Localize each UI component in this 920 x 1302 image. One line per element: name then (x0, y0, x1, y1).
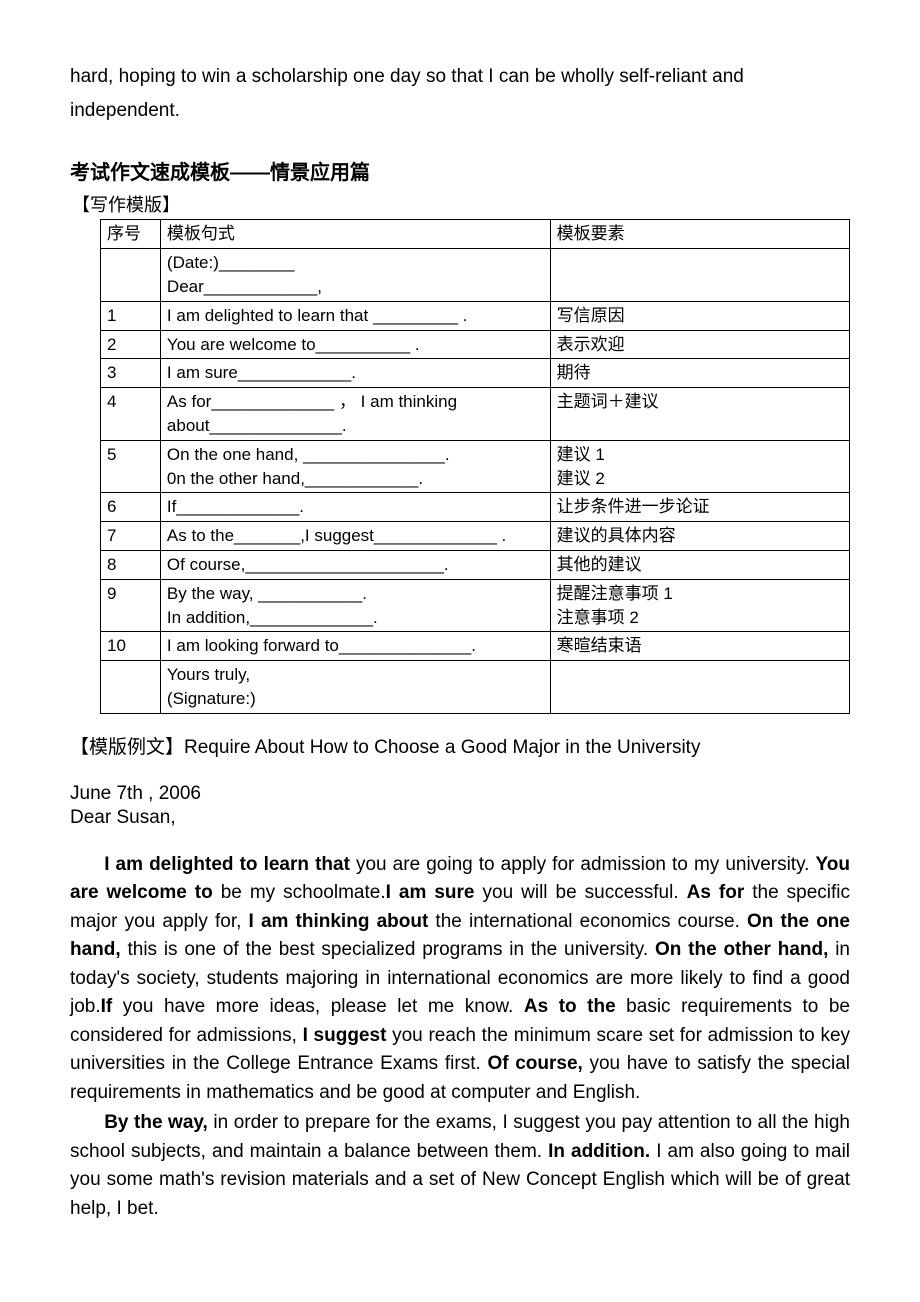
writing-template-label: 【写作模版】 (70, 191, 850, 217)
cell-elem (550, 249, 849, 302)
cell-num: 6 (101, 493, 161, 522)
header-pattern: 模板句式 (160, 220, 550, 249)
cell-elem: 让步条件进一步论证 (550, 493, 849, 522)
header-elem: 模板要素 (550, 220, 849, 249)
cell-elem: 其他的建议 (550, 550, 849, 579)
text-segment: On the other hand, (655, 939, 828, 960)
table-row: 6If_____________.让步条件进一步论证 (101, 493, 850, 522)
cell-elem: 写信原因 (550, 301, 849, 330)
cell-pattern: You are welcome to__________ . (160, 330, 550, 359)
cell-num: 7 (101, 522, 161, 551)
table-row: Yours truly,(Signature:) (101, 661, 850, 714)
table-row: 8Of course,_____________________.其他的建议 (101, 550, 850, 579)
cell-num: 8 (101, 550, 161, 579)
text-segment: you will be successful. (475, 882, 687, 903)
cell-num (101, 249, 161, 302)
cell-pattern: Of course,_____________________. (160, 550, 550, 579)
text-segment: By the way, (104, 1112, 208, 1133)
cell-elem: 主题词＋建议 (550, 388, 849, 441)
cell-elem: 建议的具体内容 (550, 522, 849, 551)
cell-pattern: I am sure____________. (160, 359, 550, 388)
cell-elem: 建议 1建议 2 (550, 440, 849, 493)
table-row: 10I am looking forward to______________.… (101, 632, 850, 661)
text-segment: you are going to apply for admission to … (350, 854, 816, 875)
text-segment: the international economics course. (428, 911, 747, 932)
cell-pattern: I am looking forward to______________. (160, 632, 550, 661)
cell-pattern: As for_____________ ， I am thinking abou… (160, 388, 550, 441)
table-row: 1I am delighted to learn that _________ … (101, 301, 850, 330)
table-row: (Date:)________Dear____________, (101, 249, 850, 302)
table-row: 2You are welcome to__________ .表示欢迎 (101, 330, 850, 359)
cell-pattern: As to the_______,I suggest_____________ … (160, 522, 550, 551)
cell-num: 10 (101, 632, 161, 661)
cell-pattern: I am delighted to learn that _________ . (160, 301, 550, 330)
text-segment: I suggest (303, 1025, 387, 1046)
table-row: 5On the one hand, _______________.0n the… (101, 440, 850, 493)
cell-pattern: By the way, ___________.In addition,____… (160, 579, 550, 632)
text-segment: be my schoolmate. (213, 882, 386, 903)
letter-salutation: Dear Susan, (70, 807, 850, 829)
text-segment: Of course, (487, 1053, 582, 1074)
cell-elem: 表示欢迎 (550, 330, 849, 359)
table-row: 3I am sure____________.期待 (101, 359, 850, 388)
cell-elem (550, 661, 849, 714)
header-num: 序号 (101, 220, 161, 249)
text-segment: If (101, 996, 113, 1017)
letter-date: June 7th , 2006 (70, 783, 850, 805)
table-row: 7As to the_______,I suggest_____________… (101, 522, 850, 551)
cell-pattern: (Date:)________Dear____________, (160, 249, 550, 302)
text-segment: this is one of the best specialized prog… (121, 939, 655, 960)
letter-paragraph-1: I am delighted to learn that you are goi… (70, 851, 850, 1108)
cell-num: 5 (101, 440, 161, 493)
text-segment: I am delighted to learn that (104, 854, 350, 875)
cell-elem: 提醒注意事项 1注意事项 2 (550, 579, 849, 632)
text-segment: As to the (524, 996, 616, 1017)
cell-num: 1 (101, 301, 161, 330)
table-header-row: 序号 模板句式 模板要素 (101, 220, 850, 249)
cell-num: 3 (101, 359, 161, 388)
text-segment: I am sure (386, 882, 475, 903)
cell-num (101, 661, 161, 714)
cell-pattern: If_____________. (160, 493, 550, 522)
cell-num: 9 (101, 579, 161, 632)
text-segment: I am thinking about (249, 911, 429, 932)
cell-pattern: On the one hand, _______________.0n the … (160, 440, 550, 493)
example-label: 【模版例文】 (70, 737, 184, 758)
template-table: 序号 模板句式 模板要素 (Date:)________Dear________… (100, 219, 850, 713)
text-segment: you have more ideas, please let me know. (112, 996, 524, 1017)
cell-elem: 期待 (550, 359, 849, 388)
example-title-line: 【模版例文】Require About How to Choose a Good… (70, 732, 850, 759)
text-segment: As for (687, 882, 745, 903)
cell-num: 2 (101, 330, 161, 359)
section-title: 考试作文速成模板——情景应用篇 (70, 156, 850, 185)
letter-paragraph-2: By the way, in order to prepare for the … (70, 1109, 850, 1223)
intro-paragraph: hard, hoping to win a scholarship one da… (70, 60, 850, 128)
example-title-text: Require About How to Choose a Good Major… (184, 737, 700, 758)
cell-elem: 寒暄结束语 (550, 632, 849, 661)
table-row: 9By the way, ___________.In addition,___… (101, 579, 850, 632)
table-row: 4As for_____________ ， I am thinking abo… (101, 388, 850, 441)
cell-num: 4 (101, 388, 161, 441)
cell-pattern: Yours truly,(Signature:) (160, 661, 550, 714)
text-segment: In addition. (548, 1141, 650, 1162)
